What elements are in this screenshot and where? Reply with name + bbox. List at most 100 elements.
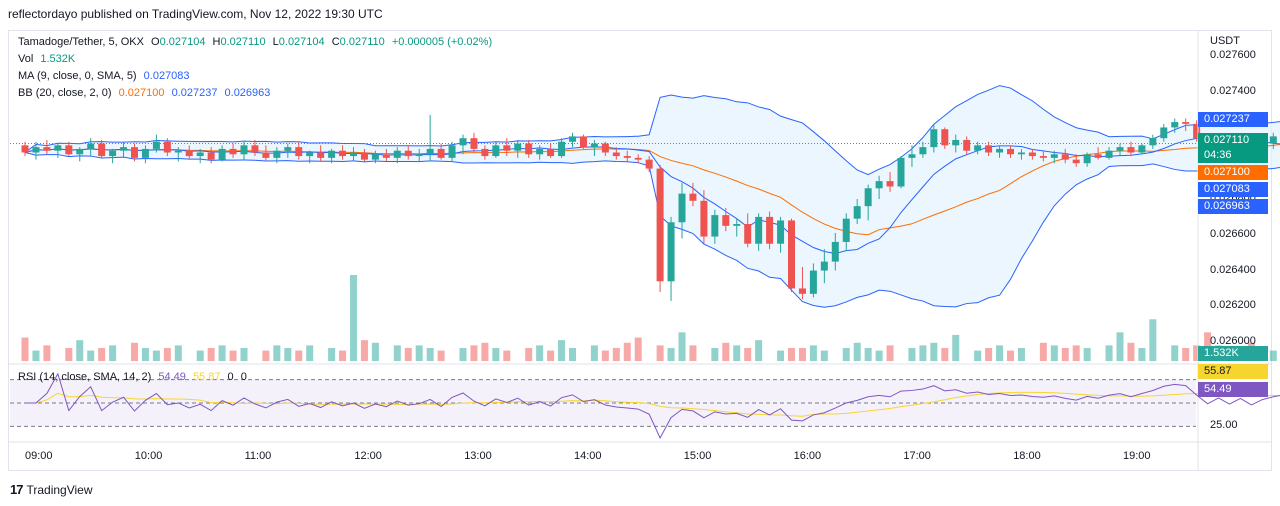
time-axis-tick: 13:00 xyxy=(464,450,492,462)
volume-bar xyxy=(689,345,697,361)
candle-body xyxy=(328,150,336,158)
chart-frame[interactable] xyxy=(8,30,1272,471)
candle-body xyxy=(536,148,544,155)
legend-low: 0.027104 xyxy=(278,36,325,48)
legend-vol-label[interactable]: Vol xyxy=(18,53,34,65)
volume-bar xyxy=(426,347,434,361)
candle-body xyxy=(777,220,785,244)
legend-vol-value: 1.532K xyxy=(40,53,76,65)
volume-bar xyxy=(919,345,927,361)
volume-bar xyxy=(415,345,423,361)
time-axis-tick: 17:00 xyxy=(903,450,931,462)
footer-brand[interactable]: 17 TradingView xyxy=(10,482,93,497)
price-axis-tick: 0.027600 xyxy=(1210,48,1256,61)
candle-body xyxy=(1007,148,1014,155)
candle-body xyxy=(415,154,423,157)
legend-ma-value: 0.027083 xyxy=(143,70,190,82)
candle-body xyxy=(1017,152,1025,155)
volume-bar xyxy=(656,345,664,361)
candle-body xyxy=(908,154,916,158)
candle-body xyxy=(382,154,390,158)
price-axis-tick: 0.026400 xyxy=(1210,263,1256,276)
legend-symbol[interactable]: Tamadoge/Tether, 5, OKX xyxy=(18,36,144,48)
candle-body xyxy=(1105,150,1113,158)
candle-body xyxy=(875,181,883,189)
candle-body xyxy=(196,152,204,157)
volume-bar xyxy=(131,342,138,361)
legend-l-label: L xyxy=(272,36,279,48)
candle-body xyxy=(65,145,73,155)
candle-body xyxy=(897,157,905,187)
volume-bar xyxy=(152,350,160,361)
candle-body xyxy=(459,138,467,146)
legend-rsi-value: 54.49 xyxy=(158,371,186,383)
volume-bar xyxy=(196,350,204,361)
volume-bar xyxy=(470,345,478,361)
volume-bar xyxy=(350,275,357,361)
candle-body xyxy=(43,147,51,151)
legend-open: 0.027104 xyxy=(159,36,206,48)
candle-body xyxy=(755,216,763,244)
candle-body xyxy=(1149,138,1157,146)
candle-body xyxy=(109,150,117,157)
volume-bar xyxy=(481,342,489,361)
volume-bar xyxy=(273,345,281,361)
candle-body xyxy=(273,150,281,158)
legend-rsi-label[interactable]: RSI (14, close, SMA, 14, 2) xyxy=(18,371,152,383)
volume-bar xyxy=(864,347,872,361)
candle-body xyxy=(1182,122,1190,124)
price-axis-label: 0.026963 xyxy=(1198,199,1268,214)
volume-bar xyxy=(755,340,763,361)
volume-bar xyxy=(404,347,412,361)
time-axis-tick: 09:00 xyxy=(25,450,53,462)
volume-bar xyxy=(985,347,993,361)
candle-body xyxy=(492,145,500,157)
candle-body xyxy=(240,145,248,155)
candle-body xyxy=(952,139,960,146)
volume-bar xyxy=(360,340,368,361)
candle-body xyxy=(798,288,806,294)
legend-symbol-row: Tamadoge/Tether, 5, OKX O0.027104 H0.027… xyxy=(18,36,496,48)
candle-body xyxy=(174,150,182,153)
volume-bar xyxy=(328,347,336,361)
candle-body xyxy=(426,148,434,155)
candle-body xyxy=(1039,156,1047,158)
volume-bar xyxy=(1269,350,1277,361)
price-axis-label: 0.027083 xyxy=(1198,182,1268,197)
volume-bar xyxy=(163,347,171,361)
legend-bb-label[interactable]: BB (20, close, 2, 0) xyxy=(18,87,112,99)
time-axis-tick: 12:00 xyxy=(354,450,382,462)
legend-change: +0.000005 (+0.02%) xyxy=(391,36,493,48)
volume-bar xyxy=(886,345,894,361)
candle-body xyxy=(1094,154,1102,158)
time-axis-tick: 19:00 xyxy=(1123,450,1151,462)
volume-bar xyxy=(76,340,84,361)
legend-ma-label[interactable]: MA (9, close, 0, SMA, 5) xyxy=(18,70,137,82)
volume-bar xyxy=(678,332,686,361)
candle-body xyxy=(481,148,489,157)
candle-body xyxy=(470,138,478,149)
volume-bar xyxy=(1017,347,1025,361)
price-axis-tick: 0.026000 xyxy=(1210,335,1256,348)
bollinger-band-fill xyxy=(25,85,1280,308)
price-axis-tick: 0.026600 xyxy=(1210,227,1256,240)
volume-bar xyxy=(590,345,598,361)
price-axis-label: 04:36 xyxy=(1198,148,1268,163)
candle-body xyxy=(985,145,993,153)
candle-body xyxy=(306,152,314,157)
volume-bar xyxy=(43,345,51,361)
candle-body xyxy=(218,148,226,160)
price-axis-tick: 0.026200 xyxy=(1210,299,1256,312)
volume-bar xyxy=(306,345,314,361)
candle-body xyxy=(317,152,325,158)
volume-bar xyxy=(788,347,795,361)
volume-bar xyxy=(174,345,182,361)
volume-bar xyxy=(853,342,861,361)
volume-bar xyxy=(842,347,850,361)
volume-bar xyxy=(733,345,741,361)
candle-body xyxy=(525,143,533,155)
rsi-axis-label: 54.49 xyxy=(1198,382,1268,397)
legend-rsi-row: RSI (14, close, SMA, 14, 2) 54.49 55.87 … xyxy=(18,371,251,383)
volume-bar xyxy=(1007,350,1014,361)
